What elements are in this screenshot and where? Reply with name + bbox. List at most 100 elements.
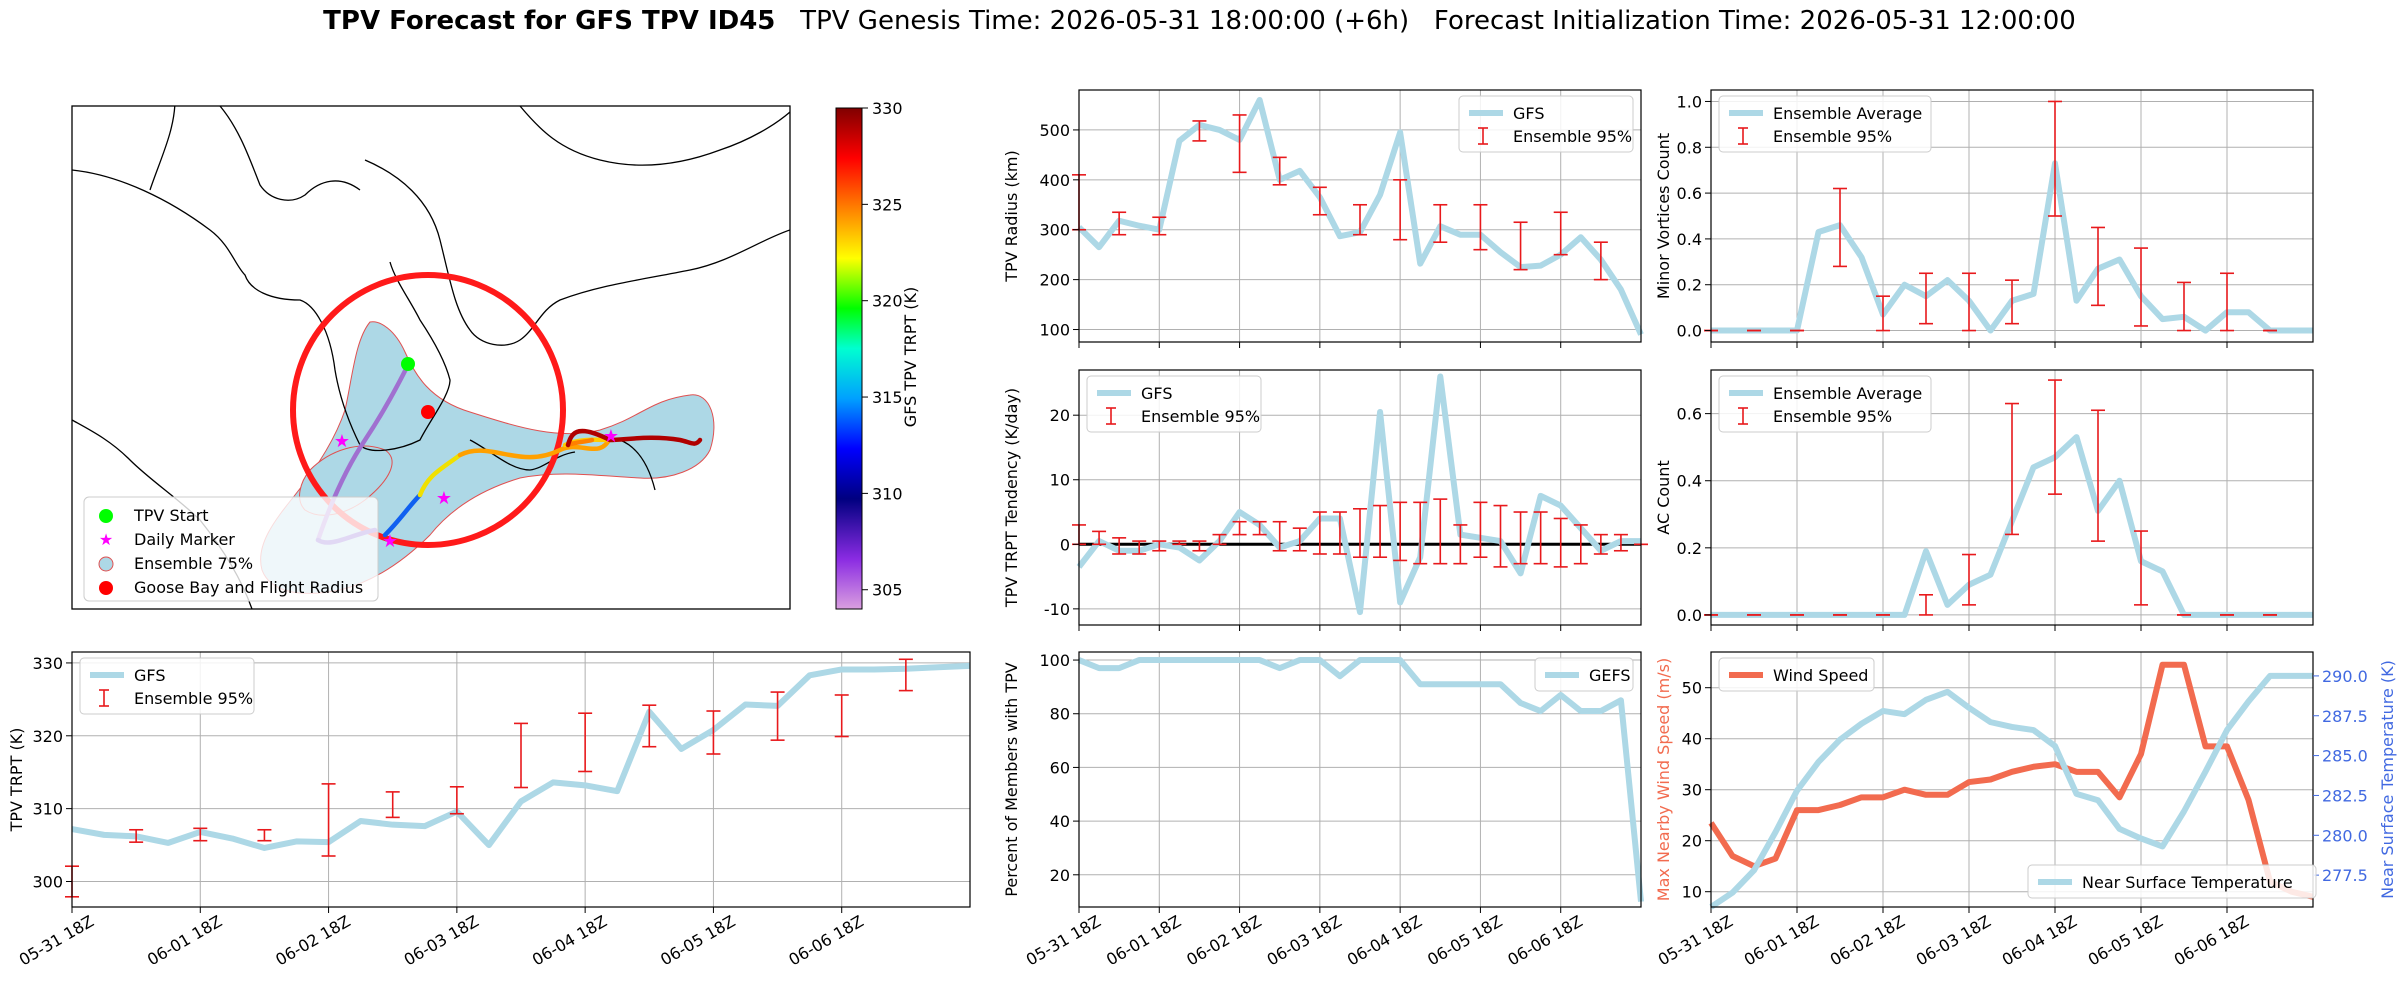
figure-title: TPV Forecast for GFS TPV ID45 TPV Genesi…	[0, 6, 2399, 36]
series-line	[1077, 657, 1644, 902]
flight-radius-circle	[290, 272, 566, 548]
legend-label: Near Surface Temperature	[2082, 873, 2293, 892]
colorbar-tick-label: 320	[872, 292, 903, 311]
legend-label: Ensemble Average	[1773, 104, 1922, 123]
errorbar-series	[1704, 379, 2277, 616]
y-axis-label-right: Near Surface Temperature (K)	[2378, 660, 2397, 899]
x-tick-label: 06-05 18Z	[657, 911, 738, 969]
x-tick-label: 06-05 18Z	[2085, 911, 2166, 969]
y-tick-label: 200	[1039, 271, 1070, 290]
chart-legend: GEFS	[1534, 657, 1634, 692]
x-tick-label: 06-06 18Z	[785, 911, 866, 969]
colorbar-tick-label: 315	[872, 388, 903, 407]
chart-wind-temperature: 10 20 30 40 50 277.5 280.0 282.5 285.0 287.5 290.0…	[1654, 651, 2397, 969]
y-tick-label: 50	[1682, 679, 1702, 698]
plot-frame	[1078, 89, 1642, 343]
y-tick-label: 0.8	[1677, 138, 1702, 157]
y-axis-label: TPV Radius (km)	[1002, 150, 1021, 283]
tpv-start-legend-icon	[99, 509, 113, 523]
legend-frame	[1718, 95, 1932, 153]
chart-legend: GFS Ensemble 95%	[1458, 95, 1634, 153]
y-tick-label: 40	[1050, 812, 1070, 831]
chart-legend: GFS Ensemble 95%	[79, 657, 255, 715]
legend-label: Ensemble 95%	[1773, 127, 1892, 146]
y-tick-label: -10	[1044, 600, 1070, 619]
figure-title-bold: TPV Forecast for GFS TPV ID45	[323, 6, 776, 36]
plot-frame	[1710, 369, 2314, 626]
y-tick-label: 400	[1039, 171, 1070, 190]
legend-label: Ensemble Average	[1773, 384, 1922, 403]
chart-legend: Ensemble Average Ensemble 95%	[1718, 95, 1932, 153]
plot-frame	[1710, 89, 2314, 343]
y-axis-label: TPV TRPT (K)	[7, 728, 26, 833]
plot-frame	[1078, 651, 1642, 908]
y-axis: 100 200 300 400 500	[1039, 121, 1079, 340]
legend-label: Ensemble 95%	[1773, 407, 1892, 426]
y-axis: 20 40 60 80 100	[1039, 651, 1079, 885]
y-axis: -10 0 10 20	[1044, 406, 1079, 619]
daily-marker-star: ★	[436, 488, 452, 509]
legend-ensemble-75: Ensemble 75%	[134, 554, 253, 573]
colorbar: 330 325 320 315 310 305 GFS TPV TRPT (K)	[835, 99, 920, 610]
y-axis-label: Max Nearby Wind Speed (m/s)	[1654, 658, 1673, 901]
x-tick-label: 06-01 18Z	[1103, 911, 1184, 969]
x-axis	[1710, 625, 2228, 631]
plot-frame	[71, 651, 971, 908]
x-tick-label: 06-06 18Z	[2171, 911, 2252, 969]
errorbar-series	[1072, 114, 1608, 281]
y-axis: 300 310 320 330	[32, 654, 72, 892]
y-tick-label: 10	[1050, 471, 1070, 490]
y-tick-label: 100	[1039, 321, 1070, 340]
colorbar-scale	[835, 107, 863, 610]
x-tick-label: 06-04 18Z	[1999, 911, 2080, 969]
chart-legend: Wind Speed	[1718, 657, 1875, 692]
daily-marker-star: ★	[382, 531, 398, 552]
legend-frame	[2027, 864, 2317, 899]
x-tick-label: 06-01 18Z	[1741, 911, 1822, 969]
y-axis-label: TPV TRPT Tendency (K/day)	[1002, 388, 1021, 608]
figure-title-rest: TPV Genesis Time: 2026-05-31 18:00:00 (+…	[775, 6, 2076, 36]
y-tick-label: 1.0	[1677, 92, 1702, 111]
legend-label: GFS	[1141, 384, 1172, 403]
y-tick-label: 0.4	[1677, 472, 1702, 491]
y-tick-label-right: 285.0	[2322, 747, 2368, 766]
y-tick-label: 300	[32, 873, 63, 892]
legend-label: GFS	[1513, 104, 1544, 123]
x-tick-label: 06-05 18Z	[1424, 911, 1505, 969]
plot-frame	[1710, 651, 2314, 908]
y-axis-label: AC Count	[1654, 460, 1673, 534]
y-tick-label: 20	[1050, 406, 1070, 425]
x-tick-label: 06-02 18Z	[272, 911, 353, 969]
colorbar-label: GFS TPV TRPT (K)	[901, 287, 920, 427]
y-tick-label: 80	[1050, 705, 1070, 724]
series-line	[1708, 661, 2314, 900]
legend-label: GFS	[134, 666, 165, 685]
chart-legend: Ensemble Average Ensemble 95%	[1718, 375, 1932, 433]
legend-frame	[1718, 375, 1932, 433]
legend-label: GEFS	[1589, 666, 1631, 685]
daily-marker-legend-icon: ★	[99, 530, 113, 549]
y-tick-label: 0.2	[1677, 539, 1702, 558]
y-axis-label: Percent of Members with TPV	[1002, 662, 1021, 896]
y-tick-label: 30	[1682, 781, 1702, 800]
legend-label: Wind Speed	[1773, 666, 1868, 685]
ensemble-legend-icon	[98, 556, 114, 572]
goose-bay-legend-icon	[99, 581, 113, 595]
y-tick-label: 500	[1039, 121, 1070, 140]
y-tick-label: 40	[1682, 730, 1702, 749]
legend-label: Ensemble 95%	[1141, 407, 1260, 426]
x-axis	[1078, 625, 1562, 631]
tpv-track-map: ★ ★ ★ ★ TPV Start ★ Daily Marker Ensembl…	[71, 99, 920, 610]
y-tick-label: 20	[1682, 832, 1702, 851]
y-tick-label: 20	[1050, 866, 1070, 885]
y-axis: 0.0 0.2 0.4 0.6	[1677, 405, 1711, 625]
y-tick-label-right: 282.5	[2322, 786, 2368, 805]
y-tick-label: 300	[1039, 221, 1070, 240]
y-tick-label: 330	[32, 654, 63, 673]
y-tick-label-right: 277.5	[2322, 866, 2368, 885]
plot-frame	[1078, 369, 1642, 626]
x-tick-label: 06-03 18Z	[401, 911, 482, 969]
